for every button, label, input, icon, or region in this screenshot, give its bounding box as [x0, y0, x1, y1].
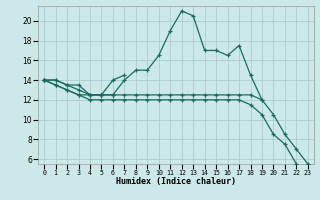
X-axis label: Humidex (Indice chaleur): Humidex (Indice chaleur) — [116, 177, 236, 186]
